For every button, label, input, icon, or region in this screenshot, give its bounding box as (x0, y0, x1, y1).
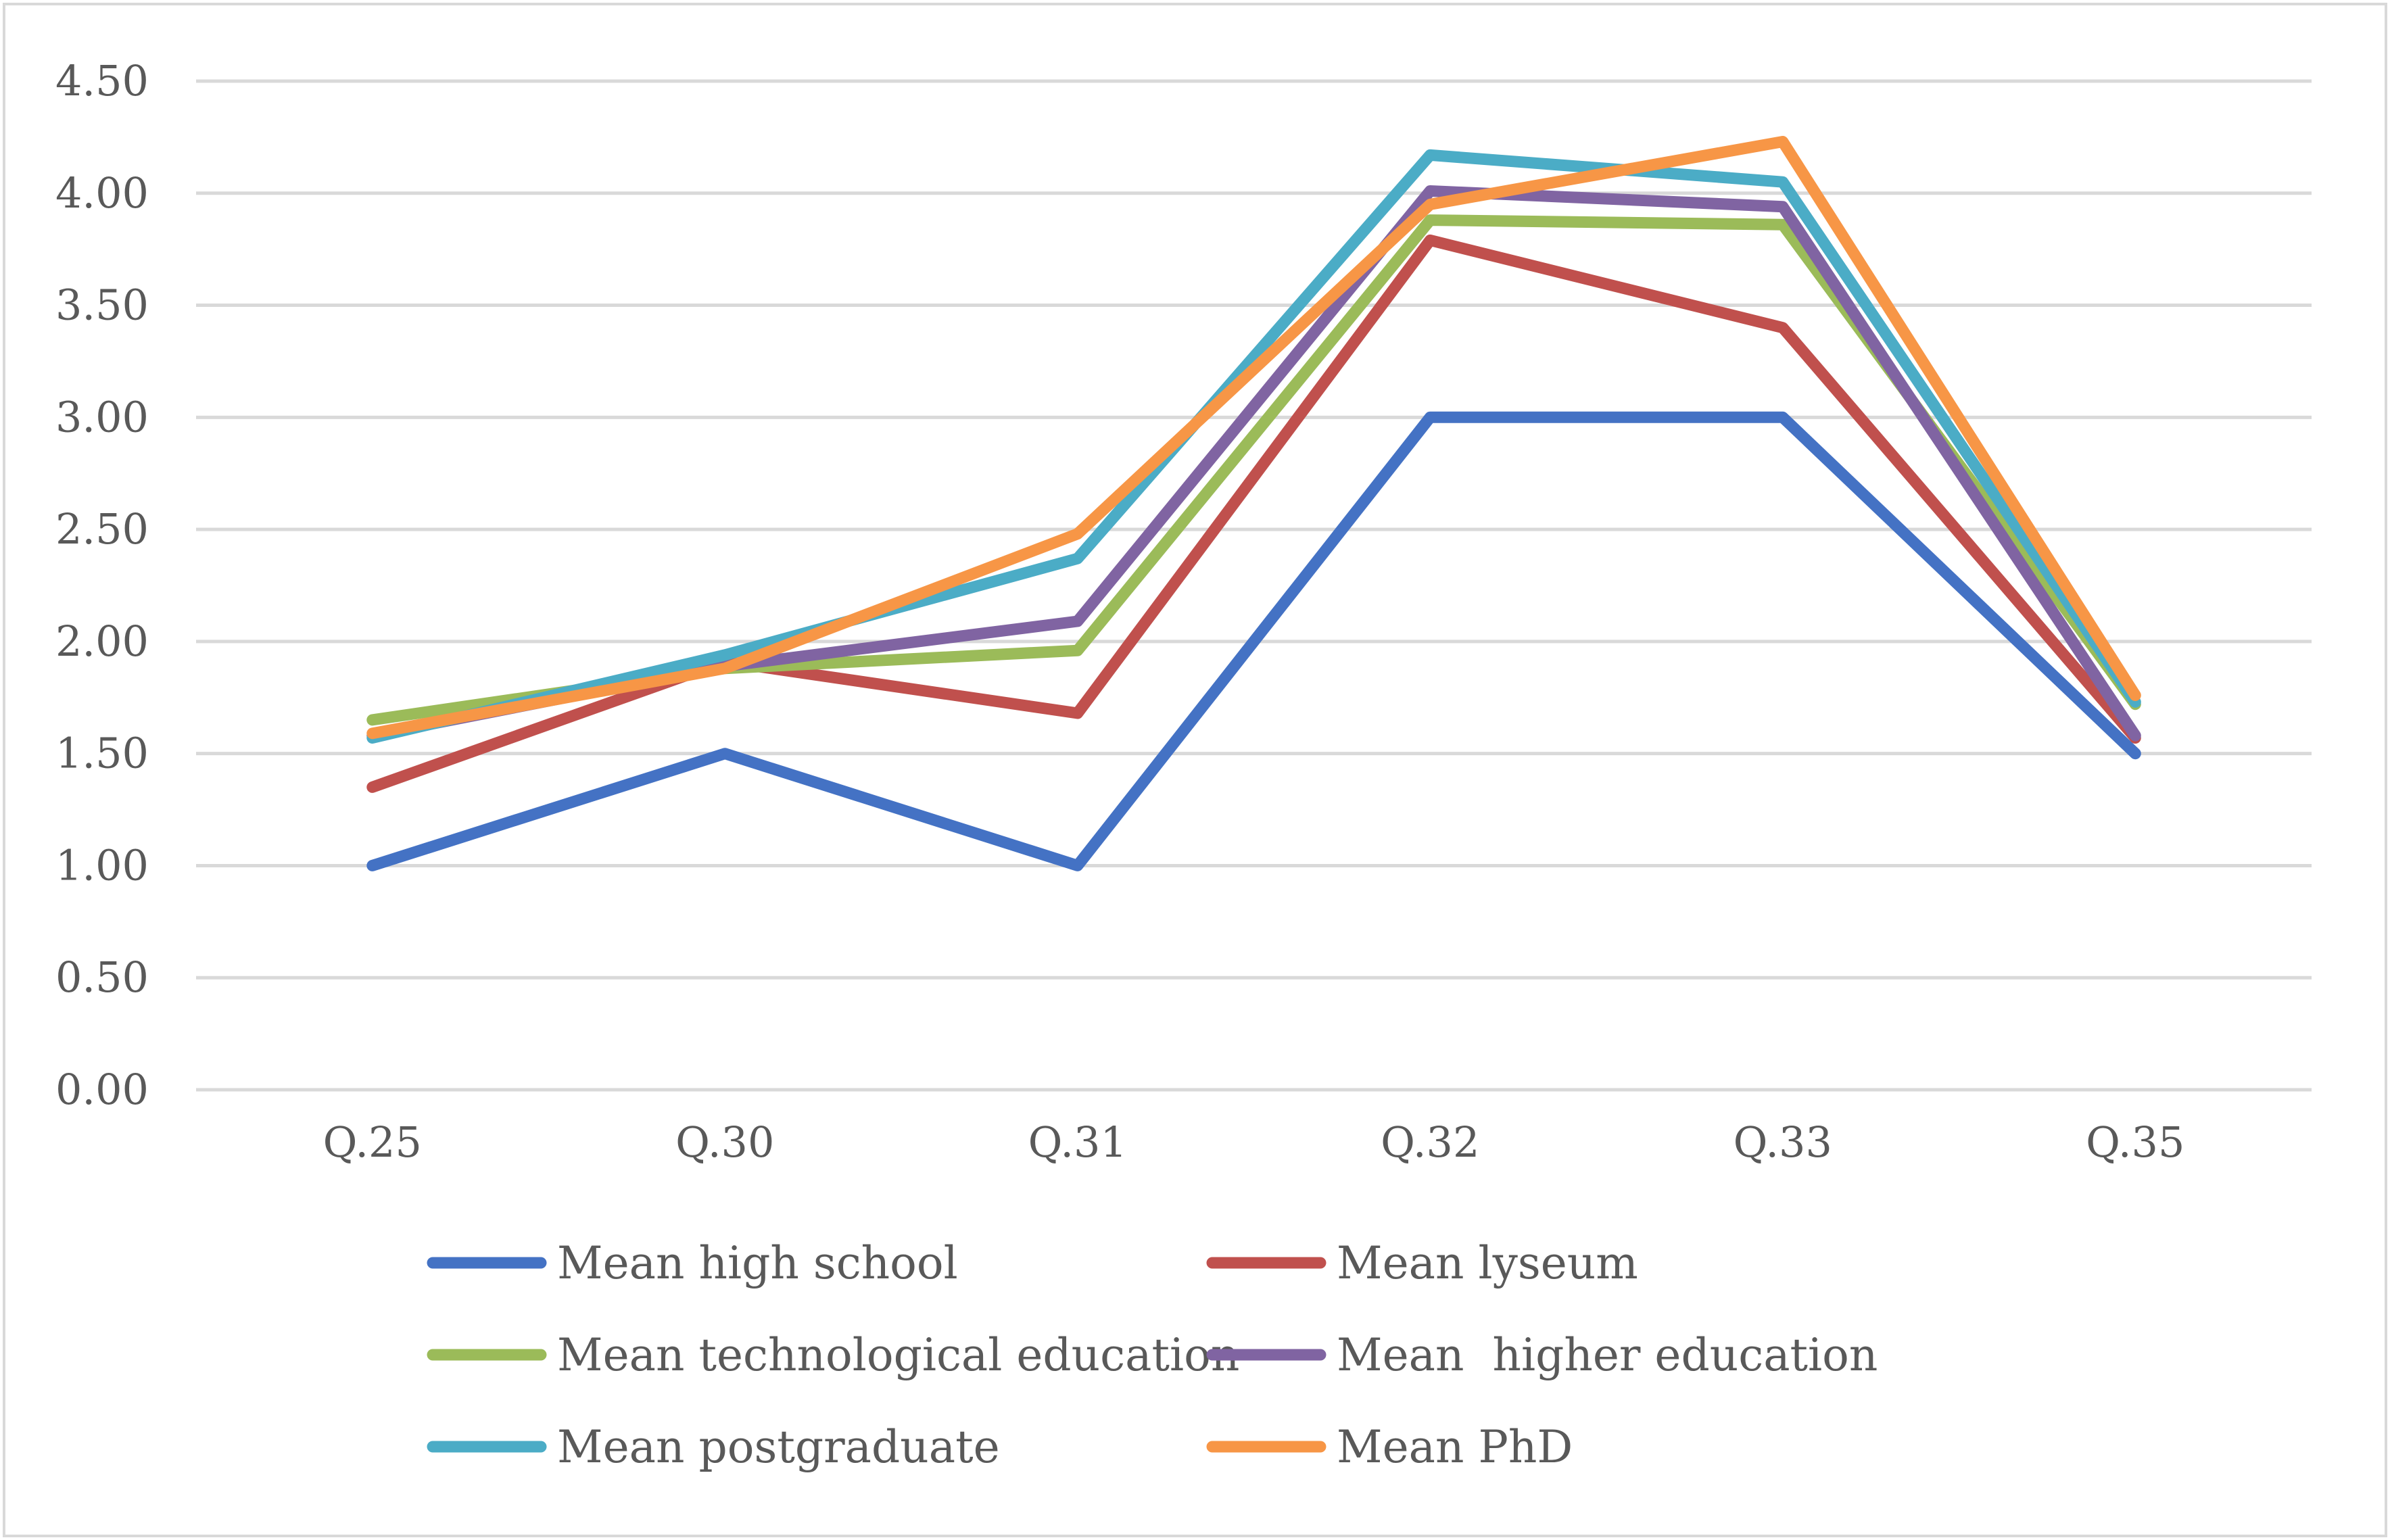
series-line (366, 149, 2141, 744)
y-axis-tick-labels: 0.00 0.50 1.00 1.50 2.00 2.50 3.00 3.50 4.00 4.50 (55, 56, 149, 1114)
y-tick-label: 4.00 (55, 168, 149, 218)
gridlines (196, 79, 2312, 1092)
y-tick-label: 0.50 (55, 953, 149, 1002)
legend-label: Mean postgraduate (557, 1421, 1000, 1473)
x-tick-label: Q.33 (1734, 1117, 1832, 1167)
series-line (366, 136, 2141, 740)
y-tick-label: 2.00 (55, 617, 149, 666)
x-tick-label: Q.32 (1381, 1117, 1479, 1167)
legend-label: Mean technological education (557, 1329, 1239, 1381)
x-axis-tick-labels: Q.25 Q.30 Q.31 Q.32 Q.33 Q.35 (323, 1117, 2185, 1167)
y-tick-label: 1.00 (55, 840, 149, 890)
x-tick-label: Q.25 (323, 1117, 422, 1167)
y-tick-label: 2.50 (55, 504, 149, 554)
x-tick-label: Q.35 (2086, 1117, 2184, 1167)
legend-label: Mean lyseum (1337, 1237, 1638, 1289)
x-tick-label: Q.31 (1028, 1117, 1127, 1167)
y-tick-label: 3.00 (55, 392, 149, 441)
x-tick-label: Q.30 (675, 1117, 774, 1167)
series-lines (366, 136, 2141, 871)
y-tick-label: 1.50 (55, 729, 149, 778)
y-tick-label: 4.50 (55, 56, 149, 105)
y-tick-label: 0.00 (55, 1065, 149, 1114)
line-chart: 0.00 0.50 1.00 1.50 2.00 2.50 3.00 3.50 4.00 4.50… (55, 56, 2312, 1473)
legend: Mean high school Mean lyseum Mean technolo… (427, 1237, 1878, 1473)
series-line (366, 234, 2141, 793)
y-tick-label: 3.50 (55, 281, 149, 330)
legend-label: Mean high school (557, 1237, 958, 1289)
legend-label: Mean PhD (1337, 1421, 1573, 1473)
legend-label: Mean higher education (1337, 1329, 1878, 1381)
chart-frame: 0.00 0.50 1.00 1.50 2.00 2.50 3.00 3.50 4.00 4.50… (3, 3, 2387, 1537)
series-line (366, 411, 2141, 871)
